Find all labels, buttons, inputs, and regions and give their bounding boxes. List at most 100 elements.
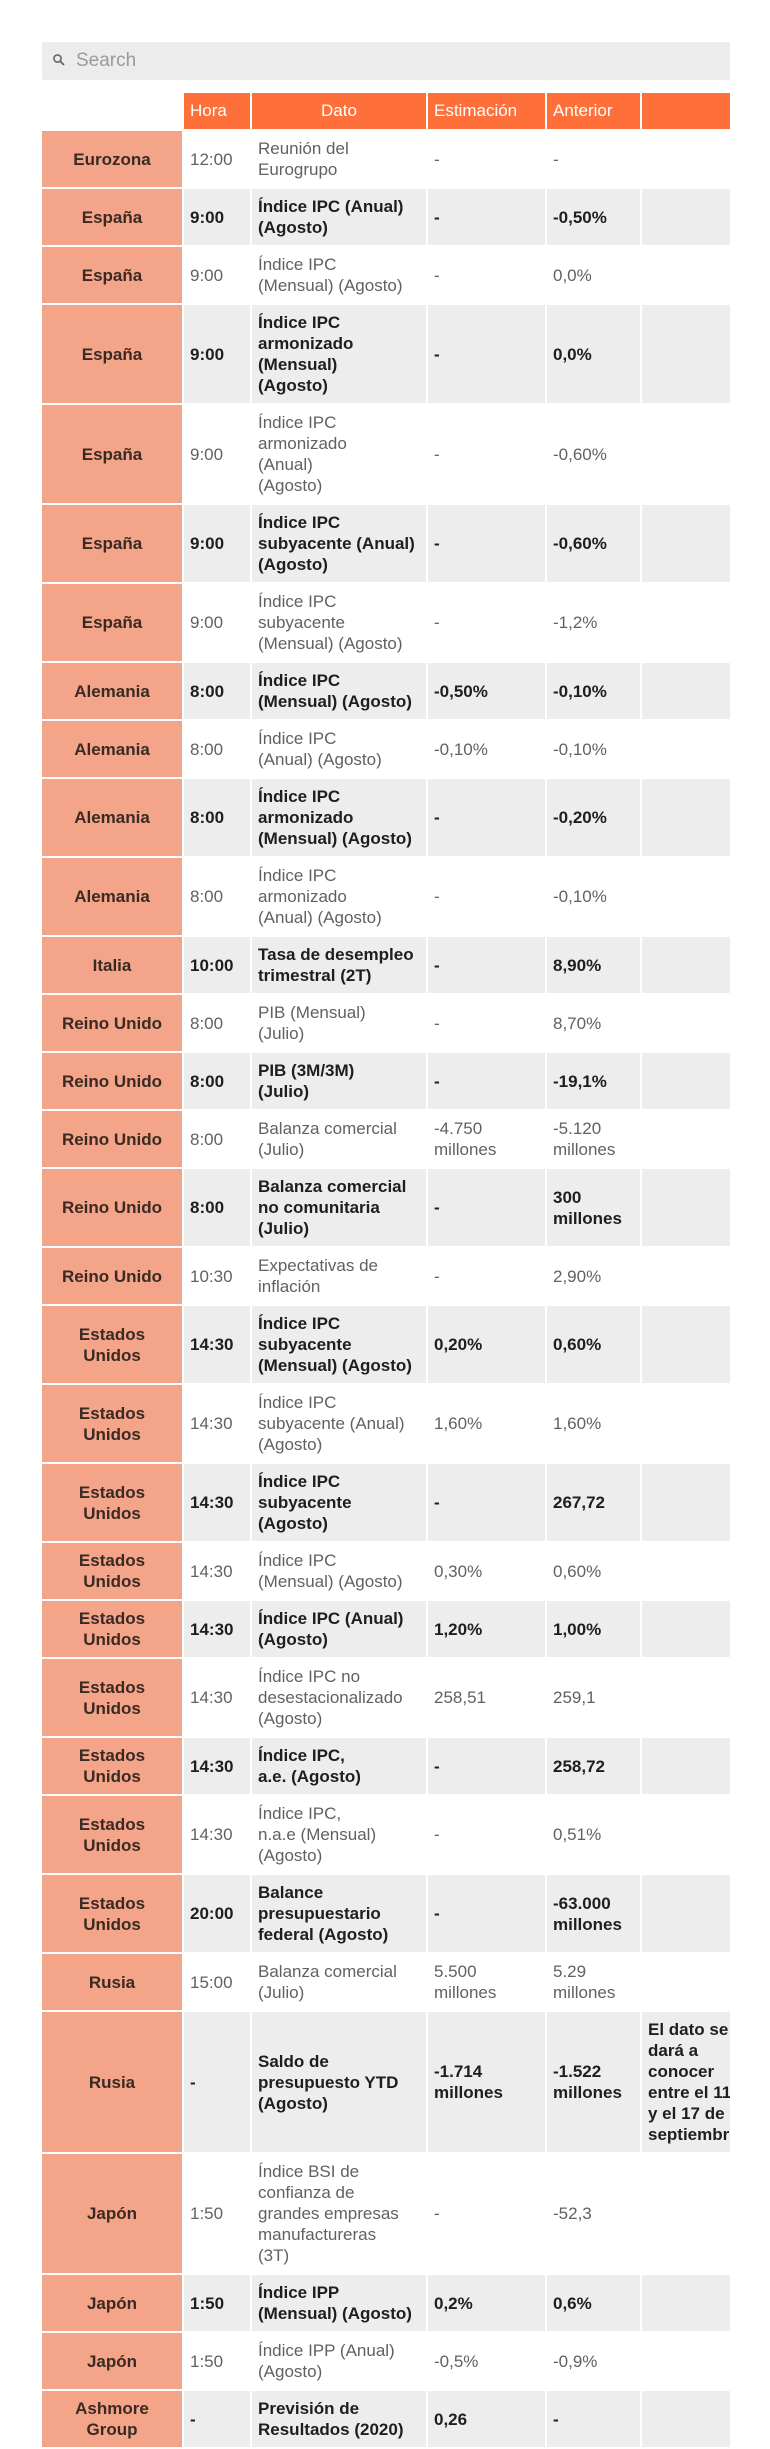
estimacion-cell-line: -4.750 (434, 1119, 483, 1138)
anterior-cell: 0,6% (547, 2275, 640, 2331)
search-bar[interactable] (42, 42, 730, 80)
country-cell: Estados Unidos (42, 1659, 182, 1736)
anterior-cell: -0,10% (547, 663, 640, 719)
estimacion-cell: - (428, 305, 545, 403)
extra-cell-line: entre el 11 (648, 2083, 730, 2102)
anterior-cell-line: 0,6% (553, 2293, 592, 2313)
anterior-cell: - (547, 131, 640, 187)
estimacion-cell: - (428, 1248, 545, 1304)
dato-cell-line: inflación (258, 1277, 321, 1296)
dato-cell: Índice IPC, a.e. (Agosto) (252, 1738, 426, 1794)
estimacion-cell: 1,20% (428, 1601, 545, 1657)
country-cell: Japón (42, 2154, 182, 2273)
dato-cell: Expectativas de inflación (252, 1248, 426, 1304)
country-cell-line: Estados (78, 1482, 146, 1502)
country-cell-line: España (81, 207, 143, 227)
hora-cell: 10:00 (184, 937, 250, 993)
anterior-cell-line: 0,51% (553, 1825, 602, 1844)
header-extra (642, 93, 730, 129)
estimacion-cell: - (428, 779, 545, 856)
table-row: Estados Unidos 14:30 Índice IPC (Anual) (Ago… (42, 1601, 730, 1657)
estimacion-cell-line: - (434, 955, 440, 975)
dato-cell: Índice IPC subyacente (Anual) (Agosto) (252, 1385, 426, 1462)
estimacion-cell-line: - (434, 887, 440, 906)
estimacion-cell: -0,5% (428, 2333, 545, 2389)
hora-cell: 8:00 (184, 663, 250, 719)
dato-cell-line: Balance (258, 1883, 324, 1902)
estimacion-cell: 1,60% (428, 1385, 545, 1462)
dato-cell-line: (Julio) (258, 1024, 305, 1043)
country-cell: Japón (42, 2275, 182, 2331)
estimacion-cell: 0,26 (428, 2391, 545, 2447)
anterior-cell-line: 0,0% (553, 265, 592, 285)
dato-cell-line: (Agosto) (258, 2362, 323, 2381)
country-cell-line: Italia (92, 955, 132, 975)
economic-calendar-table: Hora Dato Estimación Anterior Eurozona 12… (42, 93, 730, 2449)
extra-cell (642, 2154, 730, 2273)
dato-cell-line: (Agosto) (258, 1846, 323, 1865)
table-row: Japón 1:50 Índice IPP (Mensual) (Agosto) 0,2… (42, 2275, 730, 2331)
dato-cell-line: armonizado (258, 334, 354, 353)
country-cell-line: Alemania (74, 681, 150, 701)
table-row: Italia 10:00 Tasa de desempleo trimestral (… (42, 937, 730, 993)
country-cell-line: Alemania (74, 887, 150, 906)
country-cell-line: Reino Unido (61, 1198, 163, 1217)
country-cell: Italia (42, 937, 182, 993)
extra-cell (642, 505, 730, 582)
table-row: España 9:00 Índice IPC (Anual) (Agosto) - -0,… (42, 189, 730, 245)
country-cell: España (42, 305, 182, 403)
extra-cell (642, 131, 730, 187)
dato-cell-line: Índice IPC (258, 1393, 337, 1412)
extra-cell (642, 937, 730, 993)
table-row: Estados Unidos 14:30 Índice IPC subyacente (A… (42, 1464, 730, 1541)
extra-cell: El dato se dará a conocer entre el 11 y el 1… (642, 2012, 730, 2152)
table-row: Alemania 8:00 Índice IPC armonizado (Anual) … (42, 858, 730, 935)
extra-cell (642, 2275, 730, 2331)
table-row: Estados Unidos 14:30 Índice IPC, n.a.e (Mens… (42, 1796, 730, 1873)
dato-cell-line: Expectativas de (258, 1256, 379, 1275)
anterior-cell: -0,50% (547, 189, 640, 245)
anterior-cell-line: 8,90% (553, 955, 602, 975)
country-cell: Estados Unidos (42, 1738, 182, 1794)
extra-cell (642, 1053, 730, 1109)
dato-cell-line: Previsión de (258, 2399, 360, 2418)
hora-cell: 8:00 (184, 995, 250, 1051)
estimacion-cell: - (428, 1169, 545, 1246)
extra-cell-line: y el 17 de (648, 2104, 725, 2123)
country-cell-line: Unidos (83, 1914, 141, 1934)
dato-cell-line: presupuestario (258, 1904, 381, 1923)
dato-cell-line: Índice IPC (Anual) (258, 1609, 404, 1628)
dato-cell: PIB (Mensual) (Julio) (252, 995, 426, 1051)
country-cell: España (42, 505, 182, 582)
hora-cell: 9:00 (184, 405, 250, 503)
search-input[interactable] (76, 42, 716, 80)
estimacion-cell: - (428, 505, 545, 582)
extra-cell (642, 2391, 730, 2447)
anterior-cell: 0,0% (547, 305, 640, 403)
extra-cell (642, 189, 730, 245)
table-row: Japón 1:50 Índice BSI de confianza de grande… (42, 2154, 730, 2273)
header-country (42, 93, 182, 129)
dato-cell: Índice IPP (Anual) (Agosto) (252, 2333, 426, 2389)
dato-cell-line: (Julio) (258, 1219, 309, 1238)
estimacion-cell-line: - (434, 808, 440, 827)
anterior-cell: -63.000 millones (547, 1875, 640, 1952)
dato-cell-line: (Agosto) (258, 1514, 328, 1533)
estimacion-cell: - (428, 1796, 545, 1873)
country-cell: Reino Unido (42, 995, 182, 1051)
estimacion-cell-line: 5.500 (434, 1962, 477, 1981)
estimacion-cell-line: -1.714 (434, 2062, 483, 2081)
estimacion-cell-line: millones (434, 1140, 497, 1159)
dato-cell: Índice IPC armonizado (Mensual) (Agosto) (252, 305, 426, 403)
dato-cell-line: Eurogrupo (258, 160, 338, 179)
dato-cell-line: presupuesto YTD (258, 2072, 399, 2092)
dato-cell-line: (Mensual) (Agosto) (258, 829, 412, 848)
estimacion-cell: 5.500 millones (428, 1954, 545, 2010)
dato-cell-line: (Agosto) (258, 2093, 328, 2113)
table-row: Ashmore Group - Previsión de Resultados (202… (42, 2391, 730, 2447)
anterior-cell: -52,3 (547, 2154, 640, 2273)
country-cell: España (42, 189, 182, 245)
hora-cell: - (184, 2012, 250, 2152)
dato-cell: Índice IPC armonizado (Mensual) (Agosto) (252, 779, 426, 856)
anterior-cell-line: 0,0% (553, 344, 592, 364)
